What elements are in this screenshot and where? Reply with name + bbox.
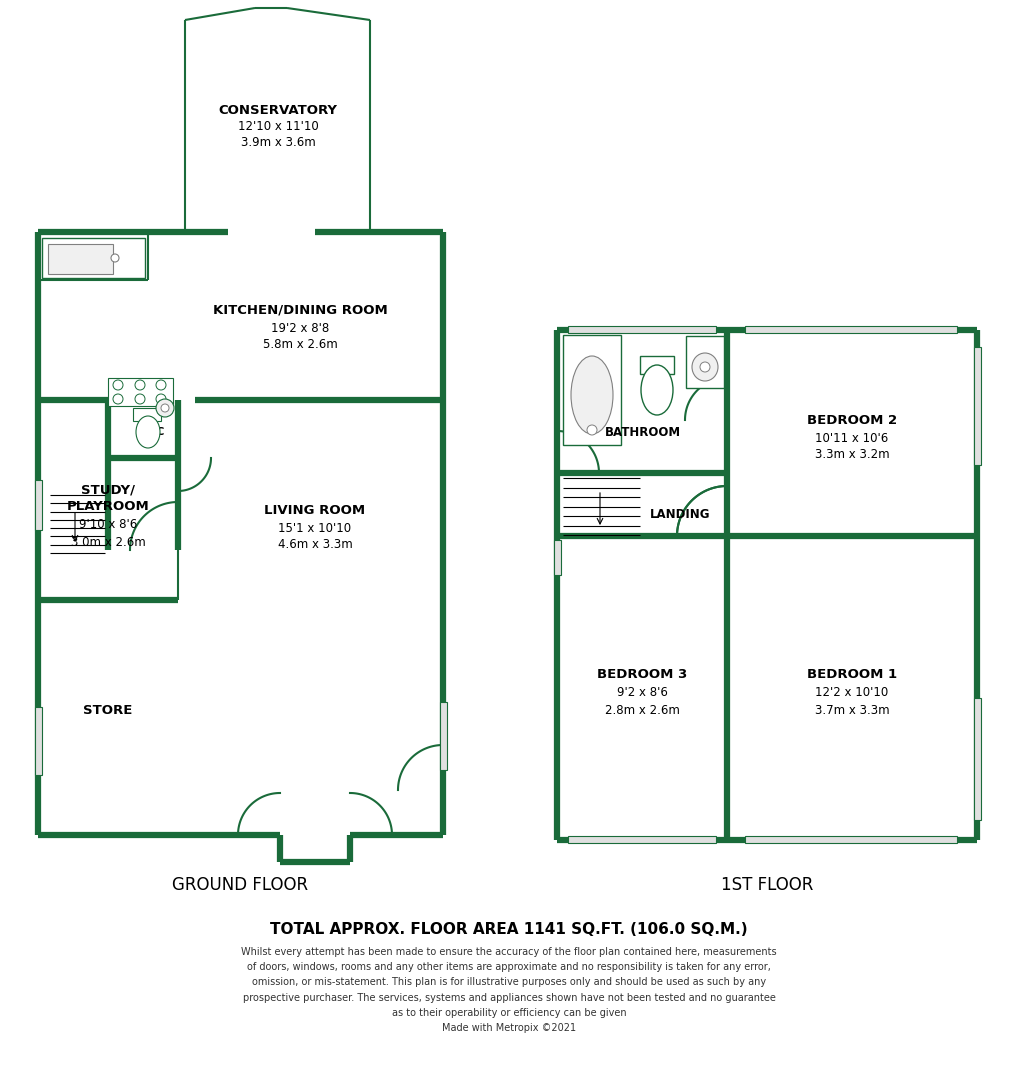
Text: BEDROOM 2: BEDROOM 2 [807,414,897,427]
Text: BEDROOM 1: BEDROOM 1 [807,669,897,681]
Text: 10'11 x 10'6: 10'11 x 10'6 [815,432,889,445]
Bar [554,540,561,575]
Ellipse shape [641,365,673,415]
Text: STORE: STORE [83,703,132,716]
Circle shape [113,394,123,404]
Ellipse shape [136,416,160,448]
Circle shape [113,380,123,390]
Bar [568,326,716,333]
Text: BATHROOM: BATHROOM [605,426,681,438]
Bar [568,836,716,843]
Text: 5.8m x 2.6m: 5.8m x 2.6m [263,338,337,351]
Bar [108,378,173,406]
Text: 3.7m x 3.3m: 3.7m x 3.3m [814,703,890,716]
Bar [745,326,957,333]
Text: WC: WC [145,427,165,437]
Circle shape [587,426,597,435]
Bar [35,480,42,530]
Text: 19'2 x 8'8: 19'2 x 8'8 [271,322,329,335]
Circle shape [700,362,710,372]
Text: 3.0m x 2.6m: 3.0m x 2.6m [70,536,146,549]
Text: 4.6m x 3.3m: 4.6m x 3.3m [278,539,352,552]
Circle shape [156,394,166,404]
Bar [440,702,447,770]
Circle shape [135,394,145,404]
Text: 15'1 x 10'10: 15'1 x 10'10 [279,522,351,535]
Ellipse shape [571,356,613,434]
Text: 1ST FLOOR: 1ST FLOOR [721,876,813,894]
Circle shape [135,380,145,390]
Circle shape [111,254,119,262]
Text: 12'2 x 10'10: 12'2 x 10'10 [815,687,889,700]
Text: Whilst every attempt has been made to ensure the accuracy of the floor plan cont: Whilst every attempt has been made to en… [241,947,777,1032]
Text: 9'2 x 8'6: 9'2 x 8'6 [617,687,668,700]
Text: 9'10 x 8'6: 9'10 x 8'6 [78,518,137,531]
Bar [974,347,981,465]
Bar [35,707,42,775]
Bar [974,698,981,820]
Text: PLAYROOM: PLAYROOM [66,500,150,513]
Bar [563,335,621,445]
Text: BEDROOM 3: BEDROOM 3 [597,669,687,681]
Text: LIVING ROOM: LIVING ROOM [265,503,365,516]
Bar [745,836,957,843]
Text: KITCHEN/DINING ROOM: KITCHEN/DINING ROOM [213,303,388,316]
Text: 3.9m x 3.6m: 3.9m x 3.6m [240,136,316,149]
Text: LANDING: LANDING [649,509,711,522]
Text: TOTAL APPROX. FLOOR AREA 1141 SQ.FT. (106.0 SQ.M.): TOTAL APPROX. FLOOR AREA 1141 SQ.FT. (10… [270,922,748,937]
Text: CONSERVATORY: CONSERVATORY [219,104,338,117]
Ellipse shape [156,399,174,417]
Bar [686,336,724,388]
Ellipse shape [692,353,718,381]
Circle shape [161,404,169,411]
Bar [133,408,161,421]
Circle shape [156,380,166,390]
Bar [640,356,674,374]
Bar [48,244,113,274]
Text: 2.8m x 2.6m: 2.8m x 2.6m [605,703,679,716]
Text: 3.3m x 3.2m: 3.3m x 3.2m [814,448,890,461]
Text: GROUND FLOOR: GROUND FLOOR [172,876,308,894]
Text: 12'10 x 11'10: 12'10 x 11'10 [237,121,319,134]
Bar [42,238,145,278]
Text: STUDY/: STUDY/ [81,484,135,497]
